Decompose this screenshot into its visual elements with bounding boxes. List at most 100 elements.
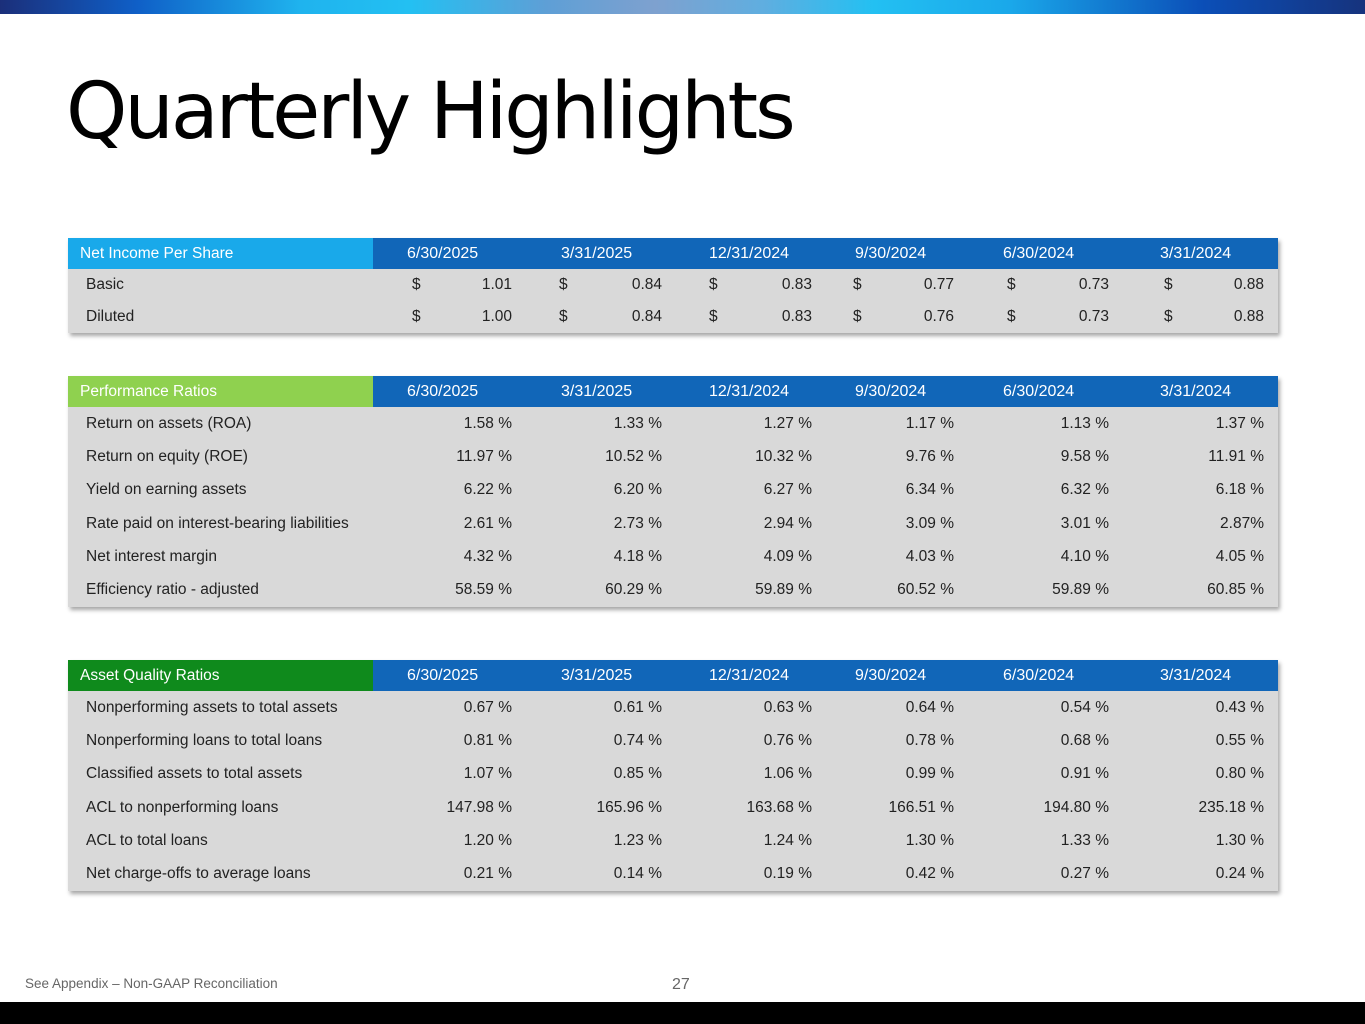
table-row: Efficiency ratio - adjusted 58.59 % 60.29 … xyxy=(68,573,1278,606)
table-cell: 0.83 xyxy=(781,276,812,293)
table-cell: 0.54 % xyxy=(1060,698,1109,716)
table-cell: 166.51 % xyxy=(888,798,955,816)
table-cell: 147.98 % xyxy=(446,798,513,816)
table-cell: 0.76 xyxy=(923,308,954,325)
table-cell: 1.30 % xyxy=(905,831,954,849)
table-cell: 6.18 % xyxy=(1215,481,1264,499)
table-cell: 0.91 % xyxy=(1060,765,1109,783)
table-cell: 4.10 % xyxy=(1060,547,1109,565)
table-cell: 1.27 % xyxy=(763,414,812,432)
date-header: 3/31/2024 xyxy=(1160,667,1232,684)
table-cell: 0.43 % xyxy=(1215,698,1264,716)
table-cell: 0.63 % xyxy=(763,698,812,716)
table-row: Nonperforming loans to total loans 0.81 %… xyxy=(68,724,1278,757)
currency-symbol: $ xyxy=(853,308,862,325)
table-cell: 0.81 % xyxy=(463,731,512,749)
table-cell: 1.20 % xyxy=(463,831,512,849)
currency-symbol: $ xyxy=(412,276,421,293)
table-cell: 1.33 % xyxy=(1060,831,1109,849)
asset-quality-label: Asset Quality Ratios xyxy=(68,660,373,691)
table-cell: 9.76 % xyxy=(905,447,954,465)
date-header: 6/30/2025 xyxy=(407,667,479,684)
table-cell: 163.68 % xyxy=(746,798,813,816)
currency-symbol: $ xyxy=(709,276,718,293)
table-cell: 0.84 xyxy=(631,308,662,325)
table-cell: 0.61 % xyxy=(613,698,662,716)
currency-symbol: $ xyxy=(709,308,718,325)
table-cell: 10.52 % xyxy=(605,447,662,465)
row-label: Efficiency ratio - adjusted xyxy=(86,581,259,599)
table-row: Classified assets to total assets 1.07 % 0… xyxy=(68,758,1278,791)
table-cell: 1.13 % xyxy=(1060,414,1109,432)
performance-header: Performance Ratios 6/30/2025 3/31/2025 1… xyxy=(68,376,1278,407)
table-cell: 4.05 % xyxy=(1215,547,1264,565)
table-cell: 1.58 % xyxy=(463,414,512,432)
table-cell: 3.01 % xyxy=(1060,514,1109,532)
table-cell: 9.58 % xyxy=(1060,447,1109,465)
asset-quality-header: Asset Quality Ratios 6/30/2025 3/31/2025… xyxy=(68,660,1278,691)
row-label: Rate paid on interest-bearing liabilitie… xyxy=(86,514,349,532)
footnote: See Appendix – Non-GAAP Reconciliation xyxy=(25,976,278,991)
table-cell: 1.07 % xyxy=(463,765,512,783)
bottom-bar xyxy=(0,1002,1365,1024)
table-row: Rate paid on interest-bearing liabilitie… xyxy=(68,507,1278,540)
table-cell: 235.18 % xyxy=(1198,798,1265,816)
table-cell: 6.34 % xyxy=(905,481,954,499)
date-header: 6/30/2025 xyxy=(407,245,479,262)
table-cell: 194.80 % xyxy=(1043,798,1110,816)
currency-symbol: $ xyxy=(1007,308,1016,325)
table-cell: 4.18 % xyxy=(613,547,662,565)
table-row: Basic $ 1.01 $ 0.84 $ 0.83 $ 0.77 $ 0.73… xyxy=(68,269,1278,301)
table-cell: 0.14 % xyxy=(613,865,662,883)
table-cell: 1.06 % xyxy=(763,765,812,783)
table-cell: 2.73 % xyxy=(613,514,662,532)
table-row: Return on assets (ROA) 1.58 % 1.33 % 1.27 %… xyxy=(68,407,1278,440)
table-cell: 6.20 % xyxy=(613,481,662,499)
currency-symbol: $ xyxy=(1164,276,1173,293)
table-cell: 10.32 % xyxy=(755,447,812,465)
table-cell: 0.77 xyxy=(923,276,954,293)
date-header: 3/31/2024 xyxy=(1160,245,1232,262)
currency-symbol: $ xyxy=(412,308,421,325)
table-cell: 1.01 xyxy=(481,276,512,293)
table-cell: 0.88 xyxy=(1233,308,1264,325)
table-row: Yield on earning assets 6.22 % 6.20 % 6.27 … xyxy=(68,474,1278,507)
table-cell: 6.27 % xyxy=(763,481,812,499)
table-cell: 2.61 % xyxy=(463,514,512,532)
table-row: Return on equity (ROE) 11.97 % 10.52 % 10.3… xyxy=(68,440,1278,473)
table-cell: 0.21 % xyxy=(463,865,512,883)
page-number: 27 xyxy=(672,976,690,993)
date-header: 3/31/2025 xyxy=(561,245,633,262)
currency-symbol: $ xyxy=(1007,276,1016,293)
table-cell: 4.32 % xyxy=(463,547,512,565)
row-label: Classified assets to total assets xyxy=(86,765,303,783)
table-row: Net charge-offs to average loans 0.21 % 0.… xyxy=(68,857,1278,890)
table-cell: 165.96 % xyxy=(596,798,663,816)
table-row: ACL to total loans 1.20 % 1.23 % 1.24 % 1.30… xyxy=(68,824,1278,857)
row-label: Yield on earning assets xyxy=(86,481,247,499)
table-cell: 4.03 % xyxy=(905,547,954,565)
table-cell: 0.76 % xyxy=(763,731,812,749)
date-header: 9/30/2024 xyxy=(855,667,927,684)
table-cell: 2.94 % xyxy=(763,514,812,532)
page-title: Quarterly Highlights xyxy=(66,67,796,157)
net-income-header: Net Income Per Share 6/30/2025 3/31/2025… xyxy=(68,238,1278,269)
table-cell: 60.52 % xyxy=(897,581,954,599)
table-cell: 1.37 % xyxy=(1215,414,1264,432)
table-row: Nonperforming assets to total assets 0.67… xyxy=(68,691,1278,724)
performance-ratios-table: Performance Ratios 6/30/2025 3/31/2025 1… xyxy=(68,376,1278,607)
table-cell: 1.24 % xyxy=(763,831,812,849)
table-cell: 0.80 % xyxy=(1215,765,1264,783)
table-cell: 1.33 % xyxy=(613,414,662,432)
date-header: 12/31/2024 xyxy=(709,667,790,684)
table-cell: 0.64 % xyxy=(905,698,954,716)
table-cell: 0.19 % xyxy=(763,865,812,883)
table-cell: 1.17 % xyxy=(905,414,954,432)
table-cell: 0.42 % xyxy=(905,865,954,883)
table-cell: 0.55 % xyxy=(1215,731,1264,749)
table-cell: 11.97 % xyxy=(456,447,512,465)
date-header: 9/30/2024 xyxy=(855,245,927,262)
date-header-row: 6/30/2025 3/31/2025 12/31/2024 9/30/2024… xyxy=(373,238,1278,269)
table-cell: 0.84 xyxy=(631,276,662,293)
asset-quality-table: Asset Quality Ratios 6/30/2025 3/31/2025… xyxy=(68,660,1278,891)
